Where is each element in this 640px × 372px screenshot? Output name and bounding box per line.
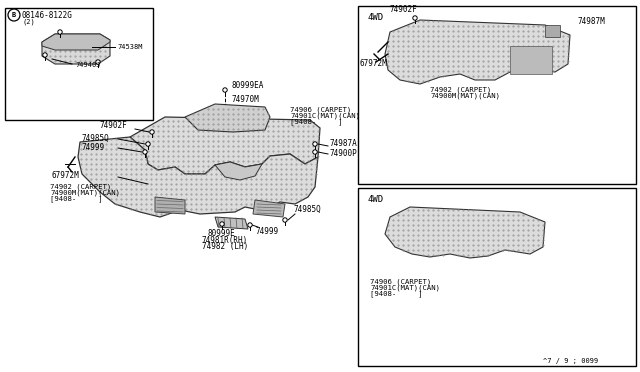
Polygon shape (385, 207, 545, 258)
Text: 74985Q: 74985Q (82, 134, 109, 142)
Text: 74902 (CARPET): 74902 (CARPET) (50, 184, 111, 190)
Circle shape (313, 142, 317, 146)
Text: 74985Q: 74985Q (293, 205, 321, 214)
Text: 80999E: 80999E (208, 230, 236, 238)
FancyBboxPatch shape (358, 6, 636, 184)
Polygon shape (185, 104, 270, 132)
Text: 74970M: 74970M (232, 94, 260, 103)
Text: (2): (2) (22, 19, 35, 25)
Text: 74902F: 74902F (100, 122, 128, 131)
Text: 74906 (CARPET): 74906 (CARPET) (290, 107, 351, 113)
Circle shape (150, 130, 154, 134)
Text: B: B (12, 12, 16, 18)
Circle shape (413, 16, 417, 20)
Circle shape (143, 150, 147, 154)
Text: 74901C(MAT)(CAN): 74901C(MAT)(CAN) (370, 285, 440, 291)
Text: 74902 (CARPET): 74902 (CARPET) (430, 87, 492, 93)
Text: 08146-8122G: 08146-8122G (22, 10, 73, 19)
Text: 74900M(MAT)(CAN): 74900M(MAT)(CAN) (50, 190, 120, 196)
Text: 74902F: 74902F (390, 4, 418, 13)
Text: 74981R(RH): 74981R(RH) (202, 235, 248, 244)
Text: 74538M: 74538M (117, 44, 143, 50)
Text: 74982 (LH): 74982 (LH) (202, 241, 248, 250)
Polygon shape (78, 137, 318, 217)
Polygon shape (155, 197, 185, 214)
Text: ^7 / 9 ; 0099: ^7 / 9 ; 0099 (543, 358, 598, 364)
Polygon shape (385, 20, 570, 84)
Text: 74999: 74999 (256, 228, 279, 237)
Circle shape (223, 88, 227, 92)
Polygon shape (130, 117, 320, 174)
Text: 74901C(MAT)(CAN): 74901C(MAT)(CAN) (290, 113, 360, 119)
Text: [9408-     ]: [9408- ] (50, 196, 102, 202)
Text: [9408-     ]: [9408- ] (290, 119, 342, 125)
Text: 74940J: 74940J (75, 62, 100, 68)
Text: 74987A: 74987A (330, 140, 358, 148)
Text: 74999: 74999 (82, 142, 105, 151)
Circle shape (43, 53, 47, 57)
Text: 74906 (CARPET): 74906 (CARPET) (370, 279, 431, 285)
FancyBboxPatch shape (545, 25, 560, 37)
Polygon shape (42, 34, 110, 50)
Circle shape (8, 9, 20, 21)
Circle shape (313, 150, 317, 154)
Text: 67972M: 67972M (360, 60, 388, 68)
Text: 4WD: 4WD (368, 195, 384, 203)
Text: 74987M: 74987M (577, 17, 605, 26)
Polygon shape (253, 200, 285, 217)
Text: [9408-     ]: [9408- ] (370, 291, 422, 297)
FancyBboxPatch shape (358, 188, 636, 366)
Circle shape (283, 218, 287, 222)
Text: 80999EA: 80999EA (232, 81, 264, 90)
Text: 74900P: 74900P (330, 150, 358, 158)
Circle shape (248, 223, 252, 227)
Text: 4WD: 4WD (368, 13, 384, 22)
FancyBboxPatch shape (5, 8, 153, 120)
Polygon shape (215, 217, 248, 229)
Polygon shape (42, 34, 110, 64)
FancyBboxPatch shape (510, 46, 552, 74)
Text: 67972M: 67972M (52, 171, 80, 180)
Circle shape (96, 60, 100, 64)
Circle shape (58, 30, 62, 34)
Text: 74900M(MAT)(CAN): 74900M(MAT)(CAN) (430, 93, 500, 99)
Polygon shape (215, 162, 262, 180)
Circle shape (220, 222, 224, 226)
Circle shape (146, 142, 150, 146)
